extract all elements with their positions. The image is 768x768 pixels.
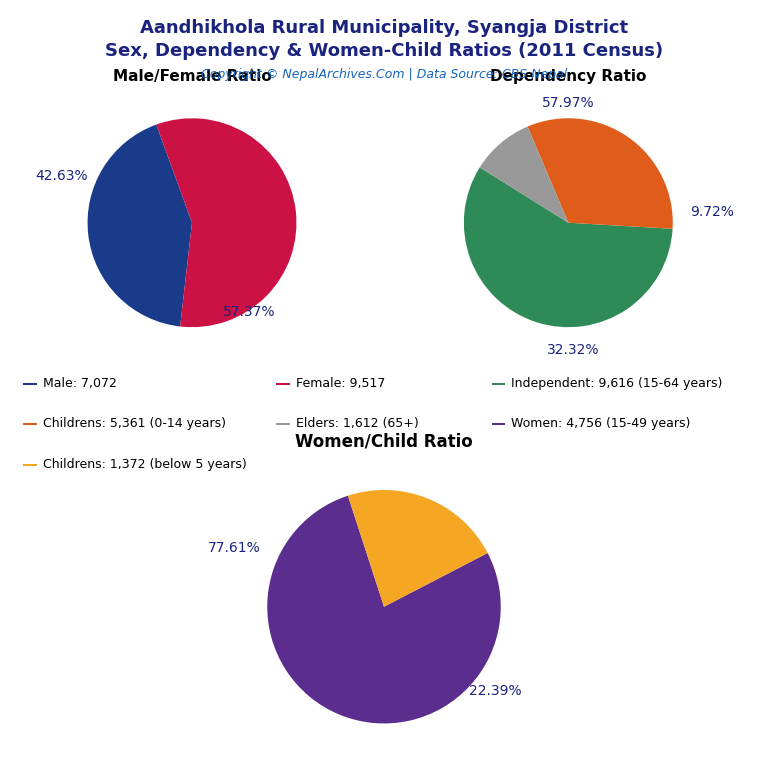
- FancyBboxPatch shape: [276, 423, 290, 425]
- FancyBboxPatch shape: [492, 423, 505, 425]
- Text: 57.97%: 57.97%: [542, 95, 594, 110]
- Text: Women: 4,756 (15-49 years): Women: 4,756 (15-49 years): [511, 417, 691, 430]
- FancyBboxPatch shape: [23, 383, 37, 385]
- Wedge shape: [480, 127, 568, 223]
- Wedge shape: [528, 118, 673, 229]
- Text: 22.39%: 22.39%: [468, 684, 521, 698]
- Wedge shape: [156, 118, 296, 327]
- Text: 9.72%: 9.72%: [690, 205, 734, 220]
- FancyBboxPatch shape: [23, 464, 37, 465]
- Wedge shape: [88, 124, 192, 326]
- Text: 77.61%: 77.61%: [208, 541, 261, 555]
- Title: Women/Child Ratio: Women/Child Ratio: [295, 433, 473, 451]
- Text: Independent: 9,616 (15-64 years): Independent: 9,616 (15-64 years): [511, 377, 723, 390]
- FancyBboxPatch shape: [276, 383, 290, 385]
- Text: 57.37%: 57.37%: [223, 304, 276, 319]
- Title: Male/Female Ratio: Male/Female Ratio: [113, 69, 271, 84]
- Text: Childrens: 5,361 (0-14 years): Childrens: 5,361 (0-14 years): [43, 417, 226, 430]
- Text: Male: 7,072: Male: 7,072: [43, 377, 117, 390]
- Text: Sex, Dependency & Women-Child Ratios (2011 Census): Sex, Dependency & Women-Child Ratios (20…: [105, 42, 663, 60]
- Wedge shape: [464, 167, 673, 327]
- Wedge shape: [267, 495, 501, 723]
- Text: 42.63%: 42.63%: [35, 169, 88, 183]
- Text: Copyright © NepalArchives.Com | Data Source: CBS Nepal: Copyright © NepalArchives.Com | Data Sou…: [201, 68, 567, 81]
- FancyBboxPatch shape: [23, 423, 37, 425]
- Text: Female: 9,517: Female: 9,517: [296, 377, 386, 390]
- Wedge shape: [348, 490, 488, 607]
- Text: Aandhikhola Rural Municipality, Syangja District: Aandhikhola Rural Municipality, Syangja …: [140, 19, 628, 37]
- Title: Dependency Ratio: Dependency Ratio: [490, 69, 647, 84]
- Text: Childrens: 1,372 (below 5 years): Childrens: 1,372 (below 5 years): [43, 458, 247, 471]
- Text: Elders: 1,612 (65+): Elders: 1,612 (65+): [296, 417, 419, 430]
- FancyBboxPatch shape: [492, 383, 505, 385]
- Text: 32.32%: 32.32%: [548, 343, 600, 357]
